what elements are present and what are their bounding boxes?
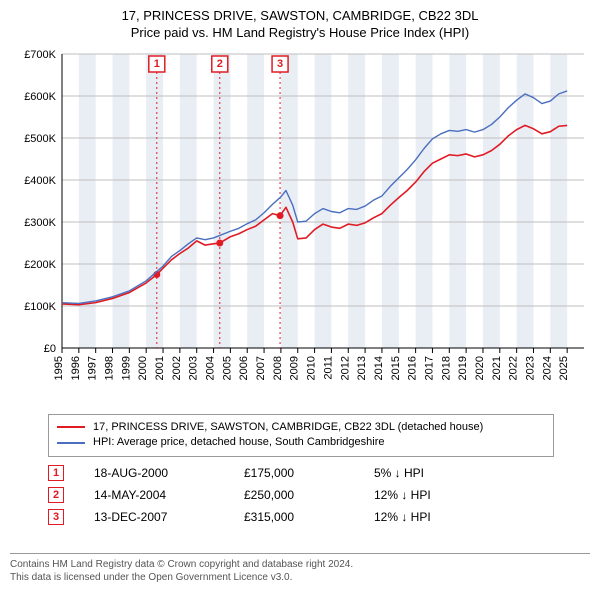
svg-text:2016: 2016 bbox=[407, 356, 419, 380]
svg-text:2008: 2008 bbox=[272, 356, 284, 380]
svg-text:2022: 2022 bbox=[508, 356, 520, 380]
legend-label-property: 17, PRINCESS DRIVE, SAWSTON, CAMBRIDGE, … bbox=[93, 420, 483, 435]
svg-text:2007: 2007 bbox=[255, 356, 267, 380]
swatch-property bbox=[57, 426, 85, 428]
svg-text:2015: 2015 bbox=[390, 356, 402, 380]
svg-text:2021: 2021 bbox=[491, 356, 503, 380]
event-marker: 3 bbox=[48, 509, 64, 525]
svg-text:£100K: £100K bbox=[24, 301, 56, 313]
svg-text:1: 1 bbox=[154, 58, 160, 70]
svg-text:2025: 2025 bbox=[558, 356, 570, 380]
svg-text:£300K: £300K bbox=[24, 217, 56, 229]
svg-text:2023: 2023 bbox=[524, 356, 536, 380]
svg-text:2011: 2011 bbox=[322, 356, 334, 380]
swatch-hpi bbox=[57, 442, 85, 444]
event-row: 3 13-DEC-2007 £315,000 12% ↓ HPI bbox=[48, 509, 590, 525]
svg-text:2020: 2020 bbox=[474, 356, 486, 380]
svg-text:2024: 2024 bbox=[541, 356, 553, 380]
svg-text:1997: 1997 bbox=[87, 356, 99, 380]
event-row: 2 14-MAY-2004 £250,000 12% ↓ HPI bbox=[48, 487, 590, 503]
svg-text:£200K: £200K bbox=[24, 259, 56, 271]
legend-label-hpi: HPI: Average price, detached house, Sout… bbox=[93, 435, 384, 450]
address-title: 17, PRINCESS DRIVE, SAWSTON, CAMBRIDGE, … bbox=[10, 8, 590, 25]
event-delta: 12% ↓ HPI bbox=[374, 488, 431, 502]
subtitle: Price paid vs. HM Land Registry's House … bbox=[10, 25, 590, 42]
svg-text:£400K: £400K bbox=[24, 175, 56, 187]
page: 17, PRINCESS DRIVE, SAWSTON, CAMBRIDGE, … bbox=[0, 0, 600, 590]
event-date: 18-AUG-2000 bbox=[94, 466, 214, 480]
svg-text:2010: 2010 bbox=[306, 356, 318, 380]
svg-text:2003: 2003 bbox=[188, 356, 200, 380]
svg-text:2014: 2014 bbox=[373, 356, 385, 380]
chart-svg: £0 £100K £200K £300K £400K £500K £600K £700K 199… bbox=[10, 48, 590, 408]
svg-text:2018: 2018 bbox=[440, 356, 452, 380]
footer: Contains HM Land Registry data © Crown c… bbox=[10, 553, 590, 584]
svg-text:2009: 2009 bbox=[289, 356, 301, 380]
svg-text:2019: 2019 bbox=[457, 356, 469, 380]
events-list: 1 18-AUG-2000 £175,000 5% ↓ HPI 2 14-MAY… bbox=[48, 465, 590, 525]
svg-text:1999: 1999 bbox=[120, 356, 132, 380]
event-marker: 1 bbox=[48, 465, 64, 481]
svg-text:3: 3 bbox=[277, 58, 283, 70]
svg-text:1996: 1996 bbox=[70, 356, 82, 380]
svg-text:2004: 2004 bbox=[205, 356, 217, 380]
event-marker: 2 bbox=[48, 487, 64, 503]
event-date: 13-DEC-2007 bbox=[94, 510, 214, 524]
legend: 17, PRINCESS DRIVE, SAWSTON, CAMBRIDGE, … bbox=[48, 414, 554, 457]
event-row: 1 18-AUG-2000 £175,000 5% ↓ HPI bbox=[48, 465, 590, 481]
svg-text:1995: 1995 bbox=[53, 356, 65, 380]
svg-text:2017: 2017 bbox=[423, 356, 435, 380]
legend-row-property: 17, PRINCESS DRIVE, SAWSTON, CAMBRIDGE, … bbox=[57, 420, 545, 435]
event-date: 14-MAY-2004 bbox=[94, 488, 214, 502]
svg-text:2002: 2002 bbox=[171, 356, 183, 380]
svg-text:2001: 2001 bbox=[154, 356, 166, 380]
svg-text:£0: £0 bbox=[44, 343, 56, 355]
svg-text:£700K: £700K bbox=[24, 49, 56, 61]
svg-text:2012: 2012 bbox=[339, 356, 351, 380]
event-price: £175,000 bbox=[244, 466, 344, 480]
chart: £0 £100K £200K £300K £400K £500K £600K £700K 199… bbox=[10, 48, 590, 408]
svg-text:2000: 2000 bbox=[137, 356, 149, 380]
footer-line1: Contains HM Land Registry data © Crown c… bbox=[10, 558, 590, 571]
title-block: 17, PRINCESS DRIVE, SAWSTON, CAMBRIDGE, … bbox=[10, 8, 590, 42]
svg-text:2006: 2006 bbox=[238, 356, 250, 380]
event-price: £250,000 bbox=[244, 488, 344, 502]
event-delta: 5% ↓ HPI bbox=[374, 466, 424, 480]
event-price: £315,000 bbox=[244, 510, 344, 524]
svg-text:1998: 1998 bbox=[104, 356, 116, 380]
event-delta: 12% ↓ HPI bbox=[374, 510, 431, 524]
legend-row-hpi: HPI: Average price, detached house, Sout… bbox=[57, 435, 545, 450]
svg-text:2013: 2013 bbox=[356, 356, 368, 380]
svg-text:£500K: £500K bbox=[24, 133, 56, 145]
svg-text:2: 2 bbox=[217, 58, 223, 70]
footer-line2: This data is licensed under the Open Gov… bbox=[10, 571, 590, 584]
svg-text:2005: 2005 bbox=[221, 356, 233, 380]
svg-text:£600K: £600K bbox=[24, 91, 56, 103]
